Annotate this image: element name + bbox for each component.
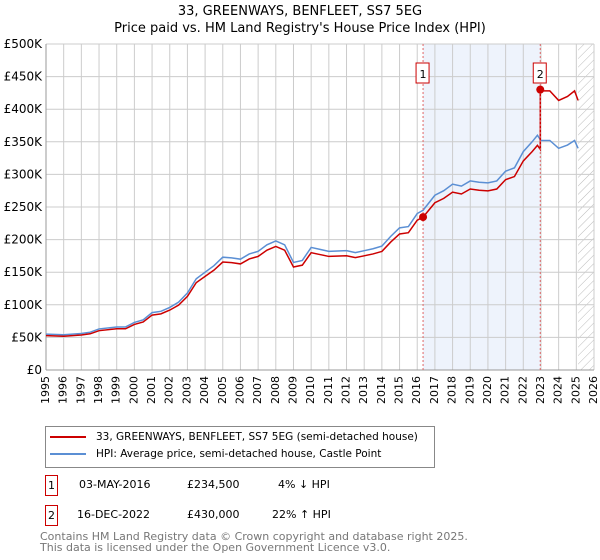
x-tick-label: 2009: [286, 376, 299, 404]
sale-row: 2 16-DEC-2022 £430,000 22% ↑ HPI: [45, 505, 465, 527]
x-tick-label: 2011: [322, 376, 335, 404]
y-tick-label: £250K: [4, 200, 44, 214]
y-tick-label: £350K: [4, 135, 44, 149]
x-tick-label: 2012: [340, 376, 353, 404]
x-tick-label: 2025: [569, 376, 582, 404]
y-tick-label: £450K: [4, 70, 44, 84]
sale-point: [536, 85, 545, 94]
x-tick-label: 2006: [233, 376, 246, 404]
x-tick-label: 2026: [587, 376, 600, 404]
footer-line: This data is licensed under the Open Gov…: [40, 541, 391, 554]
y-tick-label: £50K: [11, 330, 43, 344]
chart-subtitle: Price paid vs. HM Land Registry's House …: [114, 21, 486, 36]
legend: 33, GREENWAYS, BENFLEET, SS7 5EG (semi-d…: [45, 426, 435, 468]
y-tick-label: £0: [27, 363, 42, 377]
sale-badge: 1: [45, 475, 58, 496]
y-tick-label: £300K: [4, 167, 44, 181]
x-tick-label: 2010: [304, 376, 317, 404]
x-tick-label: 1997: [74, 376, 87, 404]
legend-item-price: 33, GREENWAYS, BENFLEET, SS7 5EG (semi-d…: [50, 431, 418, 443]
sale-marker-label: 2: [537, 68, 544, 81]
sale-marker-label: 1: [420, 68, 427, 81]
sale-date: 16-DEC-2022: [77, 508, 151, 521]
x-tick-label: 1995: [39, 376, 52, 404]
x-tick-label: 2002: [163, 376, 176, 404]
x-tick-label: 2016: [410, 376, 423, 404]
x-tick-label: 2017: [428, 376, 441, 404]
x-tick-label: 2014: [375, 376, 388, 404]
hpi-line: [45, 134, 579, 336]
x-tick-label: 2020: [481, 376, 494, 404]
x-tick-label: 1999: [110, 376, 123, 404]
y-tick-label: £400K: [4, 102, 44, 116]
x-tick-label: 2008: [269, 376, 282, 404]
sale-marker-box: [415, 62, 430, 84]
x-tick-label: 2019: [463, 376, 476, 404]
y-tick-label: £500K: [4, 37, 44, 51]
x-tick-label: 2021: [499, 376, 512, 404]
x-tick-label: 2001: [145, 376, 158, 404]
footer: Contains HM Land Registry data © Crown c…: [40, 531, 468, 553]
sale-price: £430,000: [187, 508, 240, 521]
chart-title: 33, GREENWAYS, BENFLEET, SS7 5EG: [177, 4, 423, 19]
x-tick-label: 2004: [198, 376, 211, 404]
x-tick-label: 2003: [180, 376, 193, 404]
footer-line: Contains HM Land Registry data © Crown c…: [40, 530, 468, 543]
legend-swatch-blue: [50, 453, 86, 455]
legend-item-hpi: HPI: Average price, semi-detached house,…: [50, 448, 381, 460]
legend-label: 33, GREENWAYS, BENFLEET, SS7 5EG (semi-d…: [96, 431, 418, 443]
sale-hpi-diff: 22% ↑ HPI: [272, 508, 331, 521]
x-tick-label: 2007: [251, 376, 264, 404]
x-tick-label: 1996: [57, 376, 70, 404]
y-tick-label: £150K: [4, 265, 44, 279]
x-tick-label: 1998: [92, 376, 105, 404]
x-tick-label: 2024: [552, 376, 565, 404]
y-tick-label: £100K: [4, 298, 44, 312]
legend-swatch-red: [50, 436, 86, 438]
x-tick-label: 2022: [516, 376, 529, 404]
x-tick-label: 2000: [127, 376, 140, 404]
sale-price: £234,500: [187, 478, 240, 491]
x-tick-label: 2005: [216, 376, 229, 404]
legend-label: HPI: Average price, semi-detached house,…: [96, 448, 382, 460]
sale-point: [419, 213, 428, 222]
sale-row: 1 03-MAY-2016 £234,500 4% ↓ HPI: [45, 475, 465, 497]
x-tick-label: 2015: [393, 376, 406, 404]
y-tick-label: £200K: [4, 233, 44, 247]
x-tick-label: 2018: [446, 376, 459, 404]
sale-badge: 2: [45, 505, 58, 526]
x-tick-label: 2013: [357, 376, 370, 404]
sale-marker-box: [532, 62, 547, 84]
price-line: [45, 86, 579, 338]
sale-hpi-diff: 4% ↓ HPI: [278, 478, 330, 491]
price-chart: 1995 1996 1997 1998 1999 2000 2001 2002 2003 2004…: [4, 37, 600, 404]
sale-date: 03-MAY-2016: [79, 478, 151, 491]
x-tick-label: 2023: [534, 376, 547, 404]
